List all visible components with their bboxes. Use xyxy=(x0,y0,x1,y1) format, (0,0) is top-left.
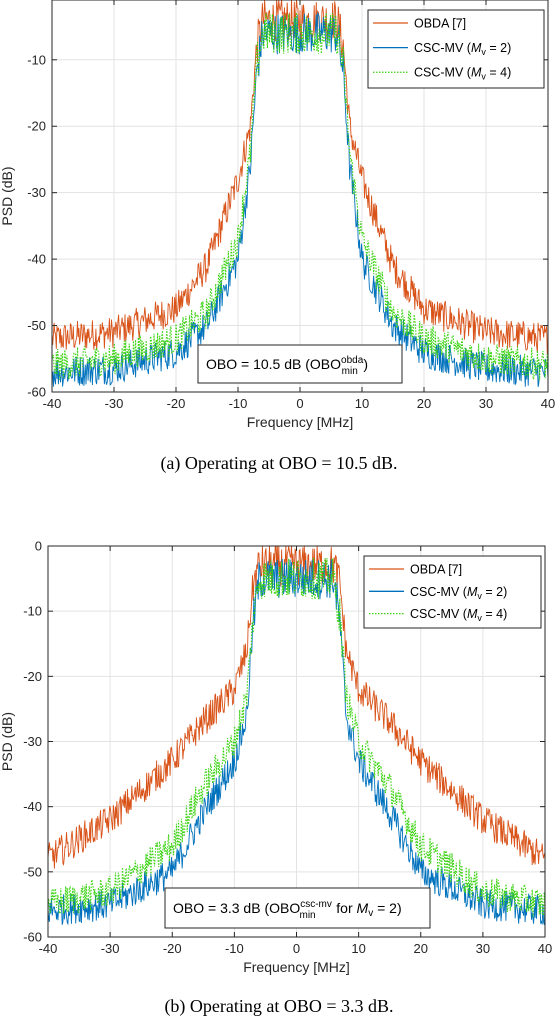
series-line-obda xyxy=(52,0,548,356)
legend-entry: CSC-MV (Mv = 4) xyxy=(410,607,507,623)
legend: OBDA [7] CSC-MV (Mv = 2) CSC-MV (Mv = 4) xyxy=(367,9,545,89)
x-tick-label: -30 xyxy=(105,396,124,411)
y-axis-label: PSD (dB) xyxy=(0,712,15,771)
series-line-cscmv-2 xyxy=(48,558,545,926)
x-tick-label: 40 xyxy=(541,396,555,411)
x-tick-label: -10 xyxy=(229,396,248,411)
legend-entry: CSC-MV (Mv = 2) xyxy=(414,41,511,57)
series-line-cscmv-4 xyxy=(52,12,548,381)
y-tick-label: -50 xyxy=(27,318,46,333)
legend-entry: OBDA [7] xyxy=(414,17,466,31)
legend-entry: CSC-MV (Mv = 4) xyxy=(414,66,511,82)
legend-box xyxy=(363,555,542,629)
annotation-text: OBO = 3.3 dB (OBOcsc-mv min for Mv = 2) xyxy=(173,899,402,921)
annotation-box xyxy=(197,344,403,384)
annotation-box xyxy=(164,887,431,929)
y-tick-label: -40 xyxy=(27,252,46,267)
series-group xyxy=(52,0,548,387)
x-axis-label: Frequency [MHz] xyxy=(247,414,354,430)
annotation-text: OBO = 10.5 dB (OBOobda min) xyxy=(206,355,368,377)
series-group xyxy=(48,546,545,926)
x-tick-label: 20 xyxy=(417,396,431,411)
y-axis-label: PSD (dB) xyxy=(0,166,15,225)
annotation: OBO = 3.3 dB (OBOcsc-mv min for Mv = 2) xyxy=(164,887,431,929)
x-tick-label: 30 xyxy=(479,396,493,411)
x-tick-label: 30 xyxy=(476,941,490,956)
x-tick-label: -20 xyxy=(167,396,186,411)
annotation: OBO = 10.5 dB (OBOobda min) xyxy=(197,344,403,384)
y-tick-label: -50 xyxy=(23,864,42,879)
y-tick-label: -30 xyxy=(23,734,42,749)
x-tick-label: 40 xyxy=(538,941,552,956)
figure-caption: (b) Operating at OBO = 3.3 dB. xyxy=(164,996,393,1017)
chart-panel-a: -40 -30 -20 -10 0 10 20 30 40 -60 -50 -40 -30 -20 -10 F… xyxy=(0,0,555,474)
y-tick-label: -60 xyxy=(27,385,46,400)
x-tick-label: 20 xyxy=(414,941,428,956)
x-tick-label: -40 xyxy=(43,396,62,411)
x-tick-label: -30 xyxy=(101,941,120,956)
y-tick-label: -20 xyxy=(23,669,42,684)
x-tick-label: 10 xyxy=(355,396,369,411)
x-tick-label: 0 xyxy=(293,941,300,956)
y-tick-label: -10 xyxy=(23,604,42,619)
x-tick-label: 0 xyxy=(296,396,303,411)
series-line-cscmv-4 xyxy=(48,557,545,918)
x-tick-label: -10 xyxy=(225,941,244,956)
y-tick-label: 0 xyxy=(35,539,42,554)
legend-entry: OBDA [7] xyxy=(410,563,462,577)
y-tick-label: -40 xyxy=(23,799,42,814)
y-tick-label: -20 xyxy=(27,119,46,134)
x-tick-label: -20 xyxy=(163,941,182,956)
legend-entry: CSC-MV (Mv = 2) xyxy=(410,585,507,601)
x-tick-label: -40 xyxy=(39,941,58,956)
chart-panel-b: -40 -30 -20 -10 0 10 20 30 40 -60 -50 -40 -30 -20 -10 0… xyxy=(0,539,552,1018)
x-axis-label: Frequency [MHz] xyxy=(243,959,350,975)
y-tick-label: -60 xyxy=(23,930,42,945)
x-tick-label: 10 xyxy=(351,941,365,956)
legend: OBDA [7] CSC-MV (Mv = 2) CSC-MV (Mv = 4) xyxy=(363,555,542,629)
y-tick-label: -10 xyxy=(27,52,46,67)
y-tick-label: -30 xyxy=(27,185,46,200)
figure-caption: (a) Operating at OBO = 10.5 dB. xyxy=(160,453,397,474)
